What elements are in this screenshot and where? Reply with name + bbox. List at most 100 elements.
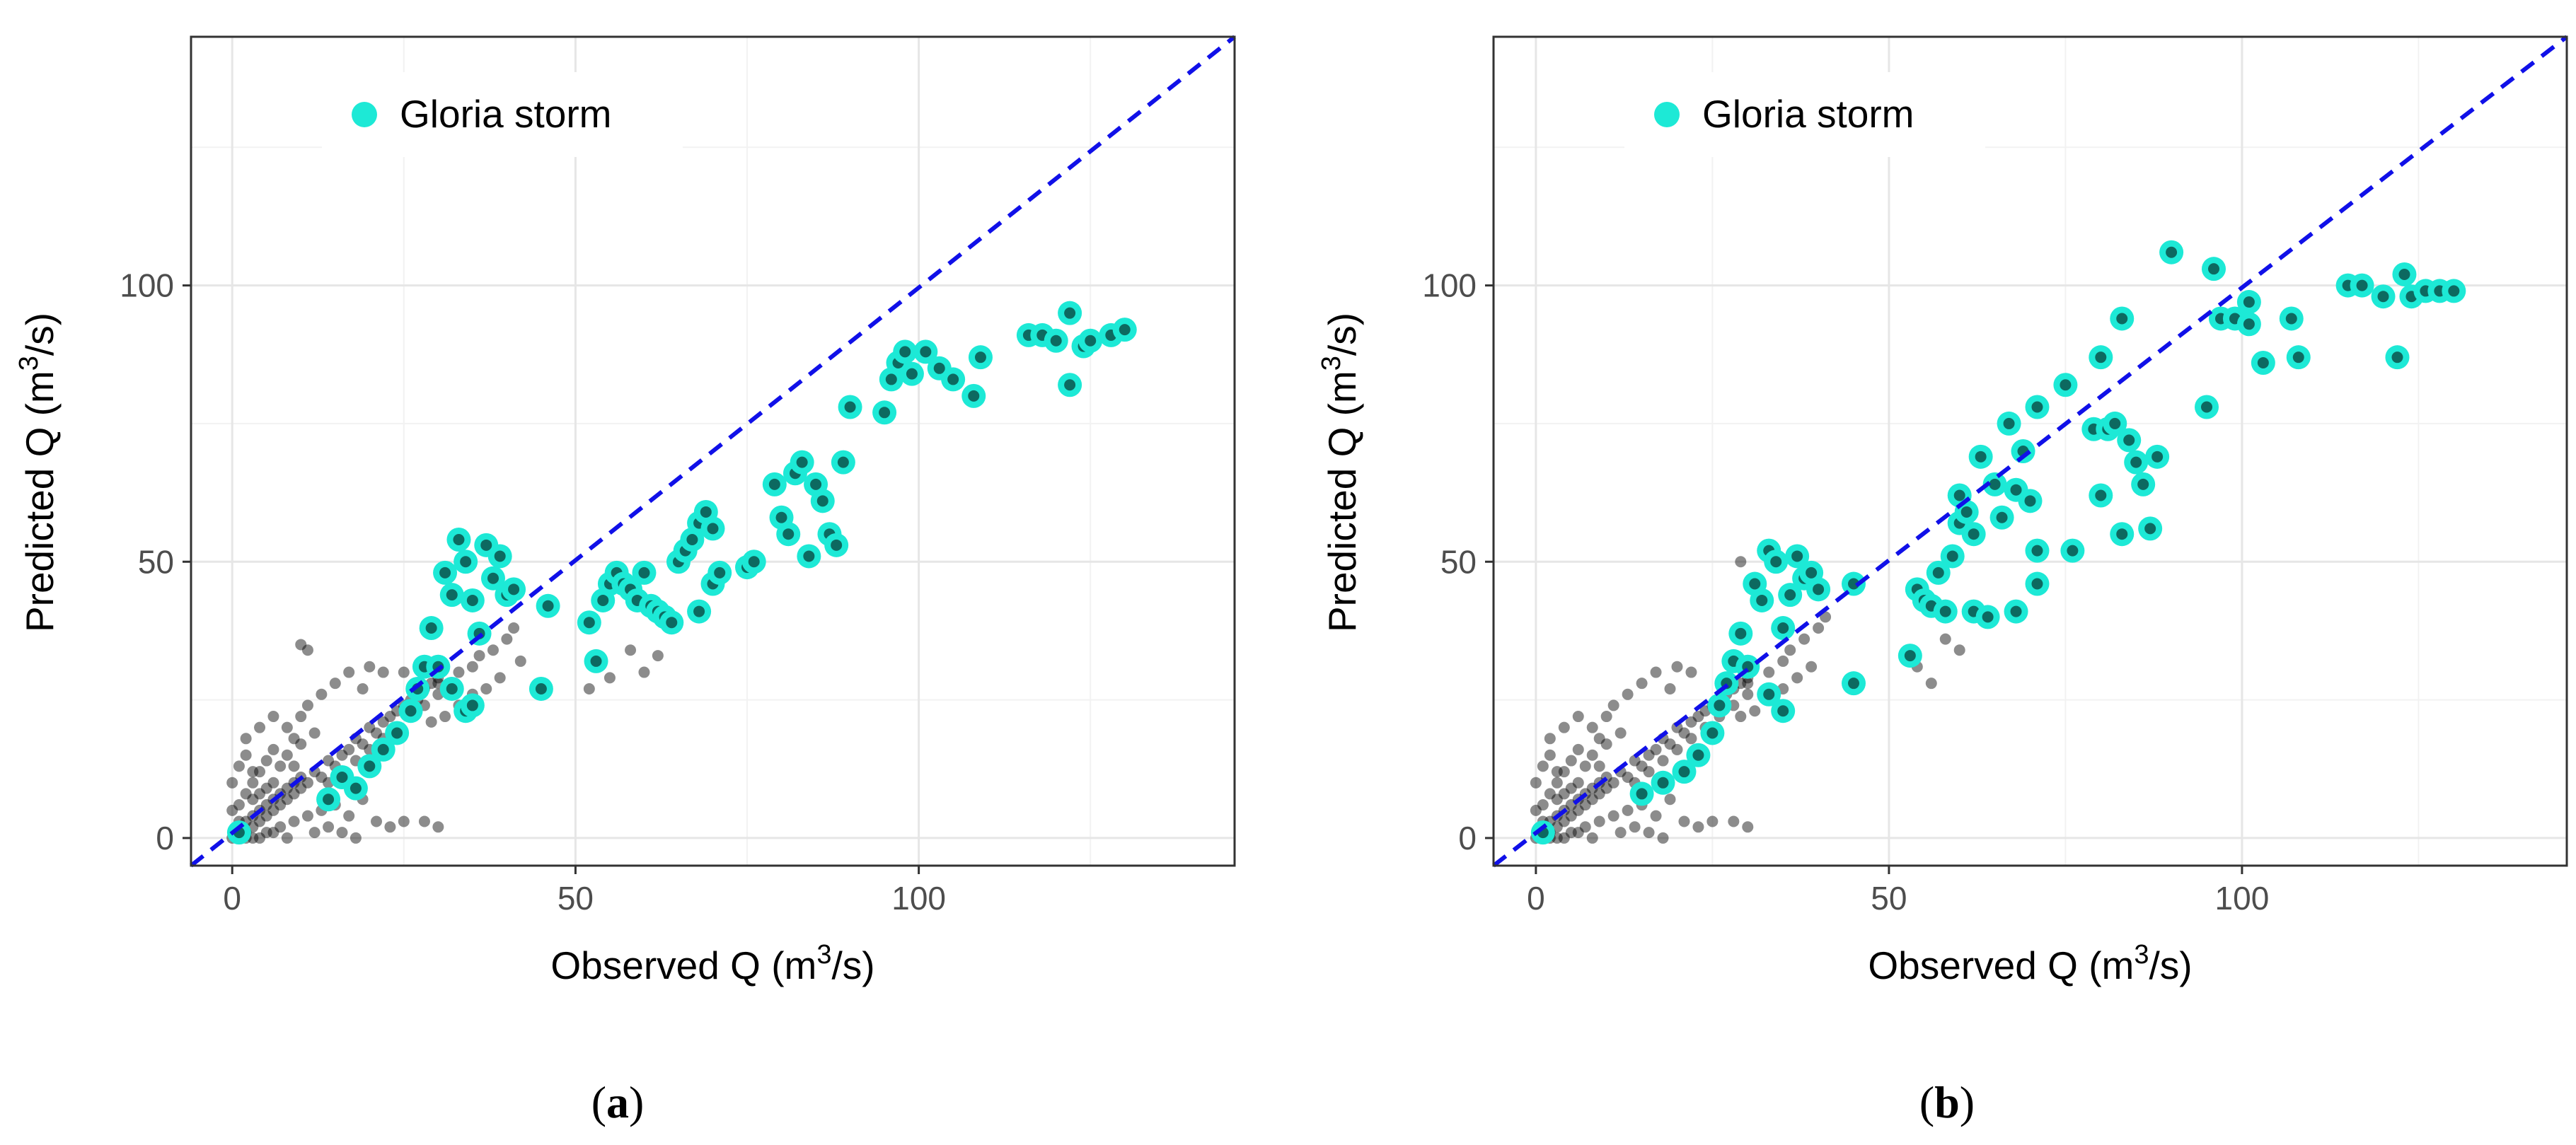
panel-b-gloria-point-core bbox=[2116, 313, 2128, 325]
panel-a-gloria-point bbox=[405, 676, 430, 701]
panel-b-gloria-point bbox=[2089, 345, 2113, 370]
panel-b-y-tick-label: 50 bbox=[1440, 543, 1477, 580]
panel-b-gloria-point bbox=[2124, 450, 2149, 475]
panel-b-observation-point bbox=[1685, 733, 1697, 745]
panel-a-x-tick-label: 50 bbox=[558, 880, 594, 917]
panel-a-observation-point bbox=[267, 827, 279, 839]
panel-a-observation-point bbox=[288, 760, 300, 772]
panel-a-observation-point bbox=[377, 716, 389, 728]
panel-b-observation-point bbox=[1643, 749, 1655, 761]
panel-b-gloria-point bbox=[2103, 411, 2127, 436]
panel-a-observation-point bbox=[226, 804, 238, 816]
panel-a-observation-point bbox=[350, 832, 362, 844]
panel-b-gloria-point-core bbox=[2152, 451, 2164, 463]
panel-b-observation-point bbox=[1784, 644, 1796, 656]
panel-b-gloria-point bbox=[1989, 505, 2014, 530]
panel-b-gloria-point bbox=[1757, 682, 1781, 707]
panel-a-gloria-point-core bbox=[707, 523, 719, 535]
panel-a-gridlines bbox=[191, 37, 1235, 866]
panel-a-panel-border bbox=[190, 35, 1236, 867]
panel-b-gloria-point bbox=[1926, 560, 1951, 585]
panel-b-gloria-point bbox=[1672, 760, 1697, 784]
panel-b-gloria-point-core bbox=[2257, 356, 2269, 368]
panel-a-gloria-point-core bbox=[666, 617, 678, 629]
panel-a-gloria-point-core bbox=[885, 373, 897, 385]
panel-a-observation-point bbox=[308, 827, 320, 839]
panel-b-gloria-point bbox=[2279, 306, 2304, 331]
panel-b-gloria-point-core bbox=[2201, 401, 2213, 413]
panel-a-gloria-point bbox=[824, 533, 849, 557]
panel-b-x-axis-title-end: /s) bbox=[2149, 943, 2192, 987]
panel-a-observation-point bbox=[233, 799, 245, 811]
panel-b-observation-point bbox=[1607, 777, 1619, 789]
panel-b-observation-point bbox=[1939, 633, 1951, 645]
panel-b-gloria-point-core bbox=[1791, 550, 1803, 562]
panel-a-gloria-point-core bbox=[590, 655, 602, 667]
panel-b-observation-point bbox=[1579, 760, 1591, 772]
panel-b-gloria-point-core bbox=[1847, 578, 1859, 590]
panel-b-observation-point bbox=[1622, 804, 1634, 816]
panel-b-gloria-point bbox=[2110, 522, 2135, 547]
panel-b-gloria-point-core bbox=[2067, 545, 2079, 557]
panel-a-observation-point bbox=[652, 650, 664, 662]
panel-a-observation-point bbox=[254, 788, 266, 800]
panel-b-observation-point bbox=[1544, 788, 1556, 800]
panel-b-observation-point bbox=[1650, 743, 1662, 755]
panel-a-observation-point bbox=[323, 755, 335, 767]
panel-a-observation-point bbox=[398, 815, 410, 827]
panel-b-x-axis-title-main: Observed Q (m bbox=[1868, 943, 2134, 987]
panel-b-gloria-point-core bbox=[1714, 699, 1726, 711]
panel-b-gloria-point-core bbox=[2109, 417, 2121, 429]
panel-a-gloria-point bbox=[439, 676, 464, 701]
panel-b-gloria-point-core bbox=[2031, 578, 2043, 590]
panel-a-gloria-point-core bbox=[480, 539, 492, 551]
panel-a-gloria-point-core bbox=[775, 511, 787, 523]
panel-b-observation-point bbox=[1629, 755, 1641, 767]
panel-a-x-tick-label: 100 bbox=[891, 880, 946, 917]
panel-b-observation-point bbox=[1572, 743, 1584, 755]
panel-a-legend-background bbox=[322, 72, 683, 157]
panel-b-observation-point bbox=[1706, 815, 1719, 827]
panel-a-observation-point bbox=[323, 821, 335, 833]
panel-b-label-letter: b bbox=[1934, 1077, 1960, 1127]
panel-b-observation-point bbox=[1600, 711, 1612, 723]
panel-b-observation-point bbox=[1572, 711, 1584, 723]
panel-b-observation-point bbox=[1551, 794, 1563, 806]
panel-a-observation-point bbox=[603, 672, 616, 684]
panel-a-observation-point bbox=[357, 738, 369, 750]
panel-b-gloria-point-core bbox=[2448, 285, 2460, 297]
panel-b-observation-point bbox=[1742, 688, 1754, 700]
panel-a-observation-point bbox=[288, 733, 300, 745]
panel-a-gloria-point bbox=[872, 400, 897, 425]
panel-a-gloria-point bbox=[1078, 328, 1103, 353]
panel-b-gloria-point-core bbox=[1678, 766, 1690, 778]
panel-b-observation-point bbox=[1530, 777, 1542, 789]
panel-a-gloria-point-core bbox=[906, 368, 918, 380]
panel-a-observation-point bbox=[301, 810, 313, 822]
panel-a-gloria-point bbox=[741, 550, 766, 574]
panel-b-observation-point bbox=[1664, 682, 1676, 694]
panel-a-gloria-point bbox=[810, 489, 835, 513]
panel-b-observation-point bbox=[1572, 804, 1584, 816]
panel-b-observation-point bbox=[1593, 788, 1605, 800]
panel-a-gloria-point-core bbox=[748, 556, 760, 568]
panel-a-x-axis-title-end: /s) bbox=[831, 943, 874, 987]
panel-b-observation-point bbox=[1735, 711, 1747, 723]
panel-b-gloria-point-core bbox=[2166, 246, 2178, 258]
panel-a-observation-point bbox=[364, 661, 376, 673]
panel-b-observation-point bbox=[1565, 810, 1577, 822]
panel-b-observation-point bbox=[1806, 661, 1818, 673]
panel-a-gloria-point-core bbox=[714, 566, 726, 579]
panel-a-observation-point bbox=[371, 727, 383, 739]
panel-a-y-axis-title-main: Predicted Q (m bbox=[18, 371, 62, 632]
panel-b-observation-point bbox=[1586, 832, 1598, 844]
panel-a-observation-point bbox=[267, 743, 279, 755]
panel-b-observation-point bbox=[1629, 821, 1641, 833]
panel-b-observation-point bbox=[1813, 622, 1825, 634]
panel-a-observation-point bbox=[336, 749, 348, 761]
panel-a-gloria-point bbox=[838, 395, 862, 419]
panel-b-gloria-point bbox=[1898, 644, 1922, 668]
panel-b-label-close: ) bbox=[1960, 1077, 1975, 1127]
panel-b-gloria-point bbox=[2236, 290, 2261, 315]
